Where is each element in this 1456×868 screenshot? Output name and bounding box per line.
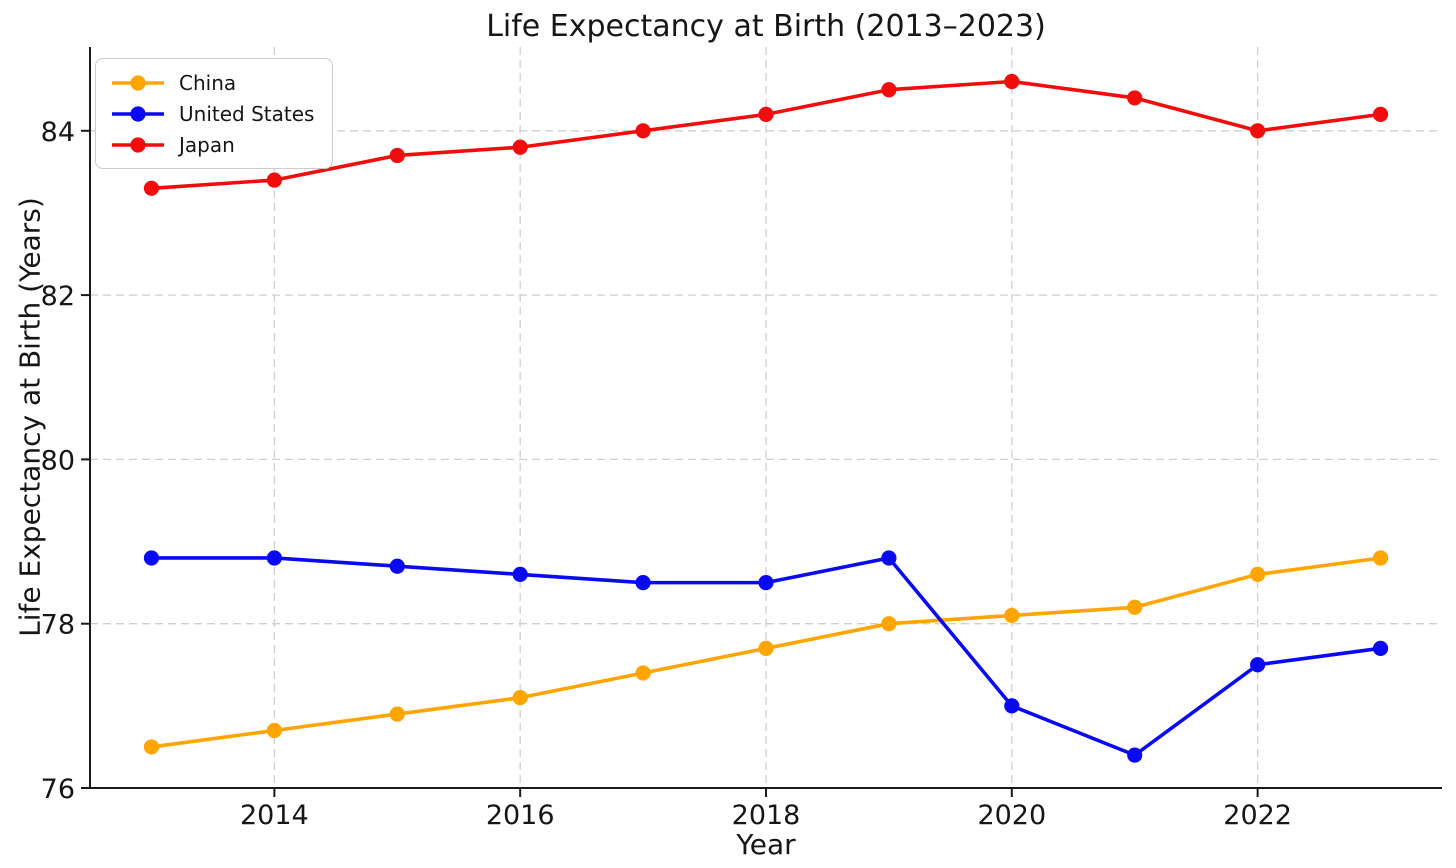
data-point-japan-2013 [143, 180, 160, 196]
data-point-china-2018 [758, 640, 774, 656]
data-point-japan-2019 [881, 82, 897, 98]
legend-item-japan: Japan [109, 130, 314, 159]
chart-title: Life Expectancy at Birth (2013–2023) [486, 9, 1046, 44]
x-axis-label: Year [736, 828, 796, 861]
data-point-united-states-2022 [1250, 657, 1266, 673]
data-point-japan-2020 [1004, 73, 1020, 90]
series-line-japan [149, 79, 1383, 191]
data-point-united-states-2019 [881, 550, 897, 566]
data-point-china-2019 [881, 616, 897, 632]
data-point-japan-2021 [1127, 90, 1143, 106]
data-point-japan-2016 [512, 139, 528, 155]
x-tick-label-2022: 2022 [1223, 800, 1292, 831]
legend-label-japan: Japan [179, 132, 235, 157]
legend-swatch-china-icon [112, 74, 164, 91]
legend-label-china: China [179, 70, 237, 95]
legend-marker-icon [130, 136, 146, 153]
y-tick-label-80: 80 [41, 445, 75, 476]
data-point-united-states-2017 [635, 575, 651, 591]
data-point-china-2017 [635, 665, 651, 681]
data-point-japan-2023 [1372, 106, 1389, 122]
legend-item-china: China [109, 68, 314, 97]
data-point-china-2014 [266, 722, 282, 739]
data-point-china-2016 [512, 690, 528, 706]
legend-marker-icon [130, 74, 146, 91]
legend-item-united-states: United States [109, 99, 314, 128]
data-point-japan-2015 [389, 147, 405, 164]
legend-swatch-united-states-icon [112, 105, 164, 122]
data-point-united-states-2021 [1127, 747, 1143, 763]
legend: China United States Japan [95, 58, 334, 169]
x-tick-label-2014: 2014 [240, 800, 309, 831]
y-tick-label-82: 82 [41, 281, 75, 312]
data-point-united-states-2020 [1004, 698, 1020, 714]
data-point-united-states-2015 [389, 558, 405, 574]
data-point-china-2023 [1372, 550, 1389, 566]
data-point-japan-2014 [266, 172, 282, 188]
data-point-united-states-2014 [266, 550, 282, 566]
data-point-united-states-2023 [1372, 640, 1389, 656]
data-point-china-2021 [1127, 599, 1143, 615]
data-point-united-states-2016 [512, 566, 528, 583]
data-point-japan-2022 [1250, 123, 1266, 139]
y-tick-label-78: 78 [41, 610, 75, 641]
y-tick-label-84: 84 [41, 117, 75, 148]
data-point-united-states-2018 [758, 575, 774, 591]
data-point-china-2020 [1004, 607, 1020, 624]
data-point-united-states-2013 [143, 550, 160, 566]
legend-label-united-states: United States [179, 101, 315, 126]
data-point-china-2015 [389, 706, 405, 722]
data-point-japan-2018 [758, 106, 774, 122]
y-tick-label-76: 76 [41, 774, 75, 805]
data-point-china-2013 [143, 739, 160, 755]
data-point-japan-2017 [635, 123, 651, 139]
legend-swatch-japan-icon [112, 136, 164, 153]
x-tick-label-2020: 2020 [977, 800, 1046, 831]
x-tick-label-2016: 2016 [486, 800, 555, 831]
x-tick-label-2018: 2018 [732, 800, 801, 831]
data-point-china-2022 [1250, 566, 1266, 583]
legend-marker-icon [130, 105, 146, 122]
